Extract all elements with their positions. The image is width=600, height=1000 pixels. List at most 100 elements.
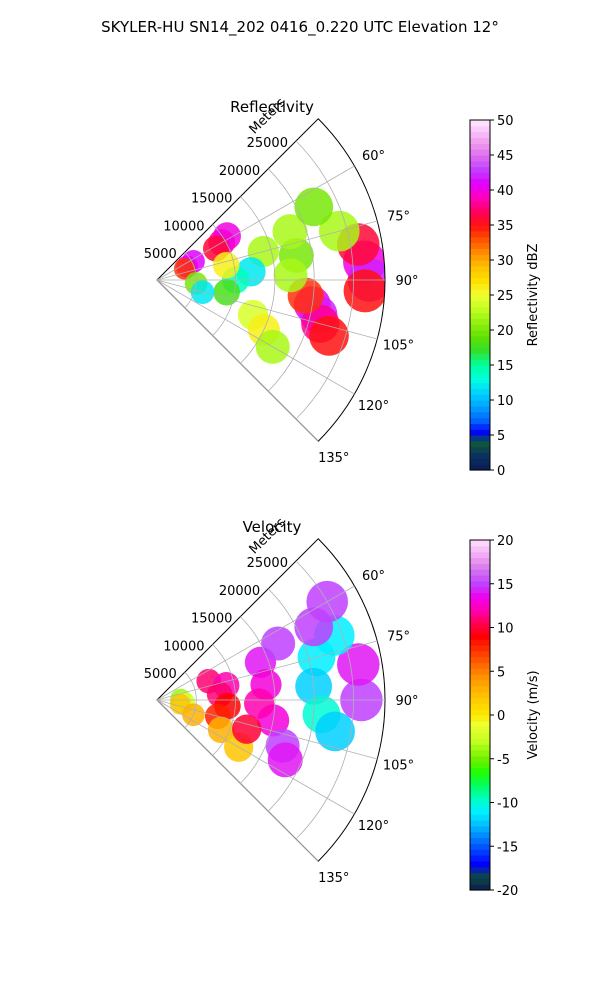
colorbar-segment-43 [470, 633, 490, 640]
velocity-title: Velocity [243, 518, 302, 536]
data-cell-26 [232, 714, 262, 744]
colorbar-segment-44 [470, 627, 490, 634]
velocity-grid [156, 538, 386, 862]
figure-title: SKYLER-HU SN14_202 0416_0.220 UTC Elevat… [101, 18, 499, 37]
colorbar-tick-label-4: 0 [497, 709, 505, 724]
colorbar-segment-37 [470, 248, 490, 255]
colorbar-segment-3 [470, 446, 490, 454]
colorbar-segment-21 [470, 341, 490, 349]
colorbar-segment-5 [470, 855, 490, 862]
azimuth-spoke-0 [156, 165, 355, 281]
azimuth-spoke-1 [156, 640, 378, 701]
azimuth-tick-label-0: 60° [362, 149, 385, 164]
colorbar-segment-40 [470, 230, 490, 238]
colorbar-segment-24 [470, 324, 490, 331]
colorbar-segment-28 [470, 720, 490, 728]
colorbar-segment-8 [470, 837, 490, 844]
colorbar-segment-4 [470, 440, 490, 448]
colorbar-segment-13 [470, 808, 490, 815]
colorbar-segment-12 [470, 814, 490, 821]
colorbar-segment-53 [470, 575, 490, 582]
colorbar-segment-29 [470, 295, 490, 302]
colorbar-segment-45 [470, 621, 490, 629]
colorbar-tick-label-6: 30 [497, 254, 514, 269]
colorbar-tick-label-0: 0 [497, 464, 505, 479]
colorbar-segment-27 [470, 306, 490, 314]
azimuth-spoke-3 [156, 699, 378, 760]
colorbar-segment-16 [470, 790, 490, 798]
colorbar-segment-18 [470, 779, 490, 786]
colorbar-segment-30 [470, 709, 490, 716]
colorbar-segment-15 [470, 796, 490, 804]
colorbar-segment-39 [470, 236, 490, 244]
colorbar-segment-46 [470, 195, 490, 203]
colorbar-segment-11 [470, 820, 490, 827]
colorbar-tick-label-3: -5 [497, 753, 510, 768]
colorbar-segment-2 [470, 872, 490, 879]
azimuth-tick-label-5: 135° [318, 871, 349, 886]
data-cell-28 [273, 258, 308, 293]
colorbar-segment-42 [470, 639, 490, 646]
colorbar-segment-12 [470, 394, 490, 401]
reflectivity-title: Reflectivity [230, 98, 314, 116]
data-cell-16 [315, 711, 355, 752]
reflectivity-colorbar-ticks: 0 5 10 15 20 25 30 35 40 45 50 [490, 114, 514, 479]
colorbar-segment-37 [470, 668, 490, 675]
colorbar-segment-56 [470, 557, 490, 564]
colorbar-segment-49 [470, 178, 490, 185]
azimuth-tick-label-5: 135° [318, 451, 349, 466]
colorbar-tick-label-5: 25 [497, 289, 514, 304]
colorbar-segment-1 [470, 878, 490, 885]
colorbar-segment-52 [470, 160, 490, 168]
colorbar-segment-22 [470, 335, 490, 343]
colorbar-tick-label-4: 20 [497, 324, 514, 339]
data-cell-27 [244, 688, 275, 719]
colorbar-segment-17 [470, 785, 490, 792]
colorbar-segment-52 [470, 580, 490, 588]
colorbar-segment-8 [470, 417, 490, 424]
data-cell-12 [267, 742, 303, 778]
colorbar-segment-7 [470, 423, 490, 430]
colorbar-segment-55 [470, 563, 490, 570]
velocity-range-ticks: 5000 10000 15000 20000 25000 [144, 556, 288, 682]
azimuth-spoke-0 [156, 585, 355, 701]
colorbar-segment-35 [470, 260, 490, 267]
colorbar-segment-51 [470, 166, 490, 174]
colorbar-segment-0 [470, 464, 490, 471]
reflectivity-cells [173, 187, 385, 364]
colorbar-tick-label-6: 10 [497, 622, 514, 637]
colorbar-segment-7 [470, 843, 490, 850]
colorbar-segment-27 [470, 726, 490, 734]
colorbar-segment-22 [470, 755, 490, 763]
azimuth-tick-label-2: 90° [395, 694, 418, 709]
colorbar-segment-44 [470, 207, 490, 214]
range-tick-label-2: 15000 [191, 612, 232, 627]
colorbar-segment-17 [470, 365, 490, 372]
azimuth-spoke-5 [156, 279, 319, 442]
azimuth-tick-label-4: 120° [358, 399, 389, 414]
azimuth-spoke-5 [156, 699, 319, 862]
colorbar-segment-57 [470, 551, 490, 559]
colorbar-segment-33 [470, 691, 490, 699]
reflectivity-panel: Reflectivity 5000 10000 15000 20000 25000 60… [144, 95, 541, 479]
colorbar-segment-0 [470, 884, 490, 891]
colorbar-segment-23 [470, 330, 490, 337]
colorbar-segment-43 [470, 213, 490, 220]
colorbar-segment-40 [470, 650, 490, 658]
colorbar-segment-34 [470, 265, 490, 273]
colorbar-segment-31 [470, 703, 490, 710]
colorbar-segment-34 [470, 685, 490, 693]
colorbar-segment-32 [470, 697, 490, 704]
colorbar-segment-10 [470, 405, 490, 413]
colorbar-tick-label-1: 5 [497, 429, 505, 444]
colorbar-segment-20 [470, 767, 490, 774]
colorbar-tick-label-10: 50 [497, 114, 514, 129]
colorbar-segment-11 [470, 400, 490, 407]
colorbar-segment-32 [470, 277, 490, 284]
data-cell-9 [343, 269, 385, 313]
colorbar-segment-28 [470, 300, 490, 308]
range-tick-label-4: 25000 [247, 556, 288, 571]
range-tick-label-3: 20000 [219, 584, 260, 599]
reflectivity-range-ticks: 5000 10000 15000 20000 25000 [144, 136, 288, 262]
reflectivity-colorbar-label: Reflectivity dBZ [526, 244, 541, 347]
